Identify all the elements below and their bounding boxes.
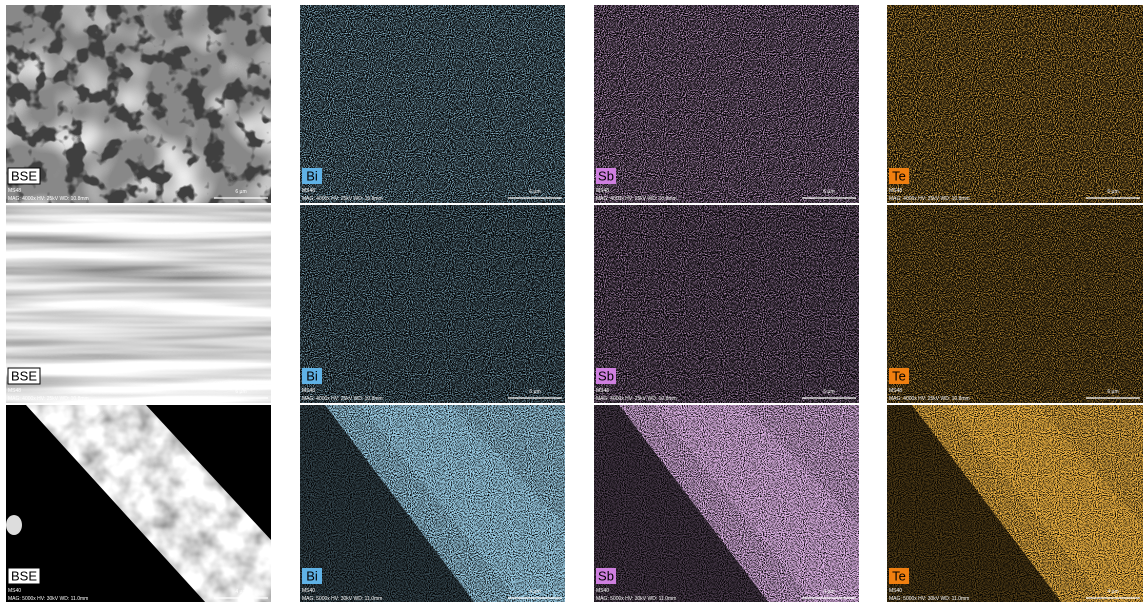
sample-id: MS40	[302, 588, 315, 594]
sample-id: MS48	[889, 188, 902, 194]
acquisition-info: MAG: 5000x HV: 30kV WD: 11.0mm	[302, 596, 382, 602]
sample-id: MS48	[889, 388, 902, 394]
acquisition-info: MAG: 5000x HV: 30kV WD: 11.0mm	[596, 596, 676, 602]
sample-id: MS48	[596, 188, 609, 194]
image-panel: Bi MS48 MAG: 4000x HV: 25kV WD: 10.8mm 6…	[300, 5, 565, 203]
scale-label: 4 µm	[529, 589, 540, 595]
element-label: BSE	[11, 168, 37, 183]
acquisition-info: MAG: 4000x HV: 25kV WD: 10.8mm	[302, 396, 383, 402]
acquisition-info: MAG: 4000x HV: 25kV WD: 10.8mm	[302, 196, 383, 202]
image-panel: Sb MS48 MAG: 4000x HV: 25kV WD: 10.8mm 6…	[594, 205, 859, 403]
scale-label: 4 µm	[235, 589, 246, 595]
scale-label: 6 µm	[529, 389, 540, 395]
acquisition-info: MAG: 4000x HV: 25kV WD: 10.8mm	[889, 396, 970, 402]
image-panel: Bi MS40 MAG: 5000x HV: 30kV WD: 11.0mm 4…	[300, 405, 565, 602]
micrograph: BSE MS48 MAG: 4000x HV: 25kV WD: 10.8mm …	[6, 205, 271, 403]
scale-label: 6 µm	[1107, 389, 1118, 395]
acquisition-info: MAG: 5000x HV: 30kV WD: 11.0mm	[8, 596, 88, 602]
scale-label: 6 µm	[235, 389, 246, 395]
acquisition-info: MAG: 4000x HV: 25kV WD: 10.8mm	[596, 196, 677, 202]
image-panel: BSE MS48 MAG: 4000x HV: 25kV WD: 10.8mm …	[6, 205, 271, 403]
micrograph: Bi MS48 MAG: 4000x HV: 25kV WD: 10.8mm 6…	[300, 205, 565, 403]
element-label: Te	[892, 368, 906, 383]
scale-label: 6 µm	[823, 189, 834, 195]
image-panel: Sb MS48 MAG: 4000x HV: 25kV WD: 10.8mm 6…	[594, 5, 859, 203]
micrograph: BSE MS48 MAG: 4000x HV: 25kV WD: 10.8mm …	[6, 5, 271, 203]
image-panel: Sb MS40 MAG: 5000x HV: 30kV WD: 11.0mm 4…	[594, 405, 859, 602]
element-label: Sb	[598, 368, 614, 383]
sample-id: MS48	[596, 388, 609, 394]
micrograph: Bi MS48 MAG: 4000x HV: 25kV WD: 10.8mm 6…	[300, 5, 565, 203]
sample-id: MS48	[302, 188, 315, 194]
scale-label: 6 µm	[823, 389, 834, 395]
acquisition-info: MAG: 5000x HV: 30kV WD: 11.0mm	[889, 596, 969, 602]
element-label: BSE	[11, 568, 37, 583]
element-label: Bi	[306, 568, 318, 583]
acquisition-info: MAG: 4000x HV: 25kV WD: 10.8mm	[8, 396, 89, 402]
scale-label: 6 µm	[235, 189, 246, 195]
micrograph: Te MS48 MAG: 4000x HV: 25kV WD: 10.8mm 6…	[887, 205, 1143, 403]
micrograph: Sb MS40 MAG: 5000x HV: 30kV WD: 11.0mm 4…	[594, 405, 859, 602]
acquisition-info: MAG: 4000x HV: 25kV WD: 10.8mm	[8, 196, 89, 202]
sample-id: MS40	[596, 588, 609, 594]
sample-id: MS48	[8, 388, 21, 394]
acquisition-info: MAG: 4000x HV: 25kV WD: 10.8mm	[889, 196, 970, 202]
element-label: Bi	[306, 168, 318, 183]
sample-id: MS40	[889, 588, 902, 594]
micrograph: BSE MS40 MAG: 5000x HV: 30kV WD: 11.0mm …	[6, 405, 271, 602]
element-label: Sb	[598, 168, 614, 183]
micrograph: Te MS48 MAG: 4000x HV: 25kV WD: 10.8mm 6…	[887, 5, 1143, 203]
image-panel: BSE MS40 MAG: 5000x HV: 30kV WD: 11.0mm …	[6, 405, 271, 602]
micrograph: Te MS40 MAG: 5000x HV: 30kV WD: 11.0mm 4…	[887, 405, 1143, 602]
figure: BSE MS48 MAG: 4000x HV: 25kV WD: 10.8mm …	[0, 0, 1145, 602]
scale-label: 6 µm	[529, 189, 540, 195]
micrograph: Bi MS40 MAG: 5000x HV: 30kV WD: 11.0mm 4…	[300, 405, 565, 602]
sample-id: MS48	[8, 188, 21, 194]
image-panel: Bi MS48 MAG: 4000x HV: 25kV WD: 10.8mm 6…	[300, 205, 565, 403]
element-label: Sb	[598, 568, 614, 583]
element-label: Te	[892, 568, 906, 583]
element-label: Bi	[306, 368, 318, 383]
scale-label: 4 µm	[823, 589, 834, 595]
micrograph: Sb MS48 MAG: 4000x HV: 25kV WD: 10.8mm 6…	[594, 5, 859, 203]
element-label: Te	[892, 168, 906, 183]
image-panel: BSE MS48 MAG: 4000x HV: 25kV WD: 10.8mm …	[6, 5, 271, 203]
sample-id: MS40	[8, 588, 21, 594]
image-panel: Te MS40 MAG: 5000x HV: 30kV WD: 11.0mm 4…	[887, 405, 1143, 602]
sample-id: MS48	[302, 388, 315, 394]
element-label: BSE	[11, 368, 37, 383]
image-panel: Te MS48 MAG: 4000x HV: 25kV WD: 10.8mm 6…	[887, 5, 1143, 203]
scale-label: 6 µm	[1107, 189, 1118, 195]
scale-label: 4 µm	[1107, 589, 1118, 595]
image-panel: Te MS48 MAG: 4000x HV: 25kV WD: 10.8mm 6…	[887, 205, 1143, 403]
acquisition-info: MAG: 4000x HV: 25kV WD: 10.8mm	[596, 396, 677, 402]
micrograph: Sb MS48 MAG: 4000x HV: 25kV WD: 10.8mm 6…	[594, 205, 859, 403]
